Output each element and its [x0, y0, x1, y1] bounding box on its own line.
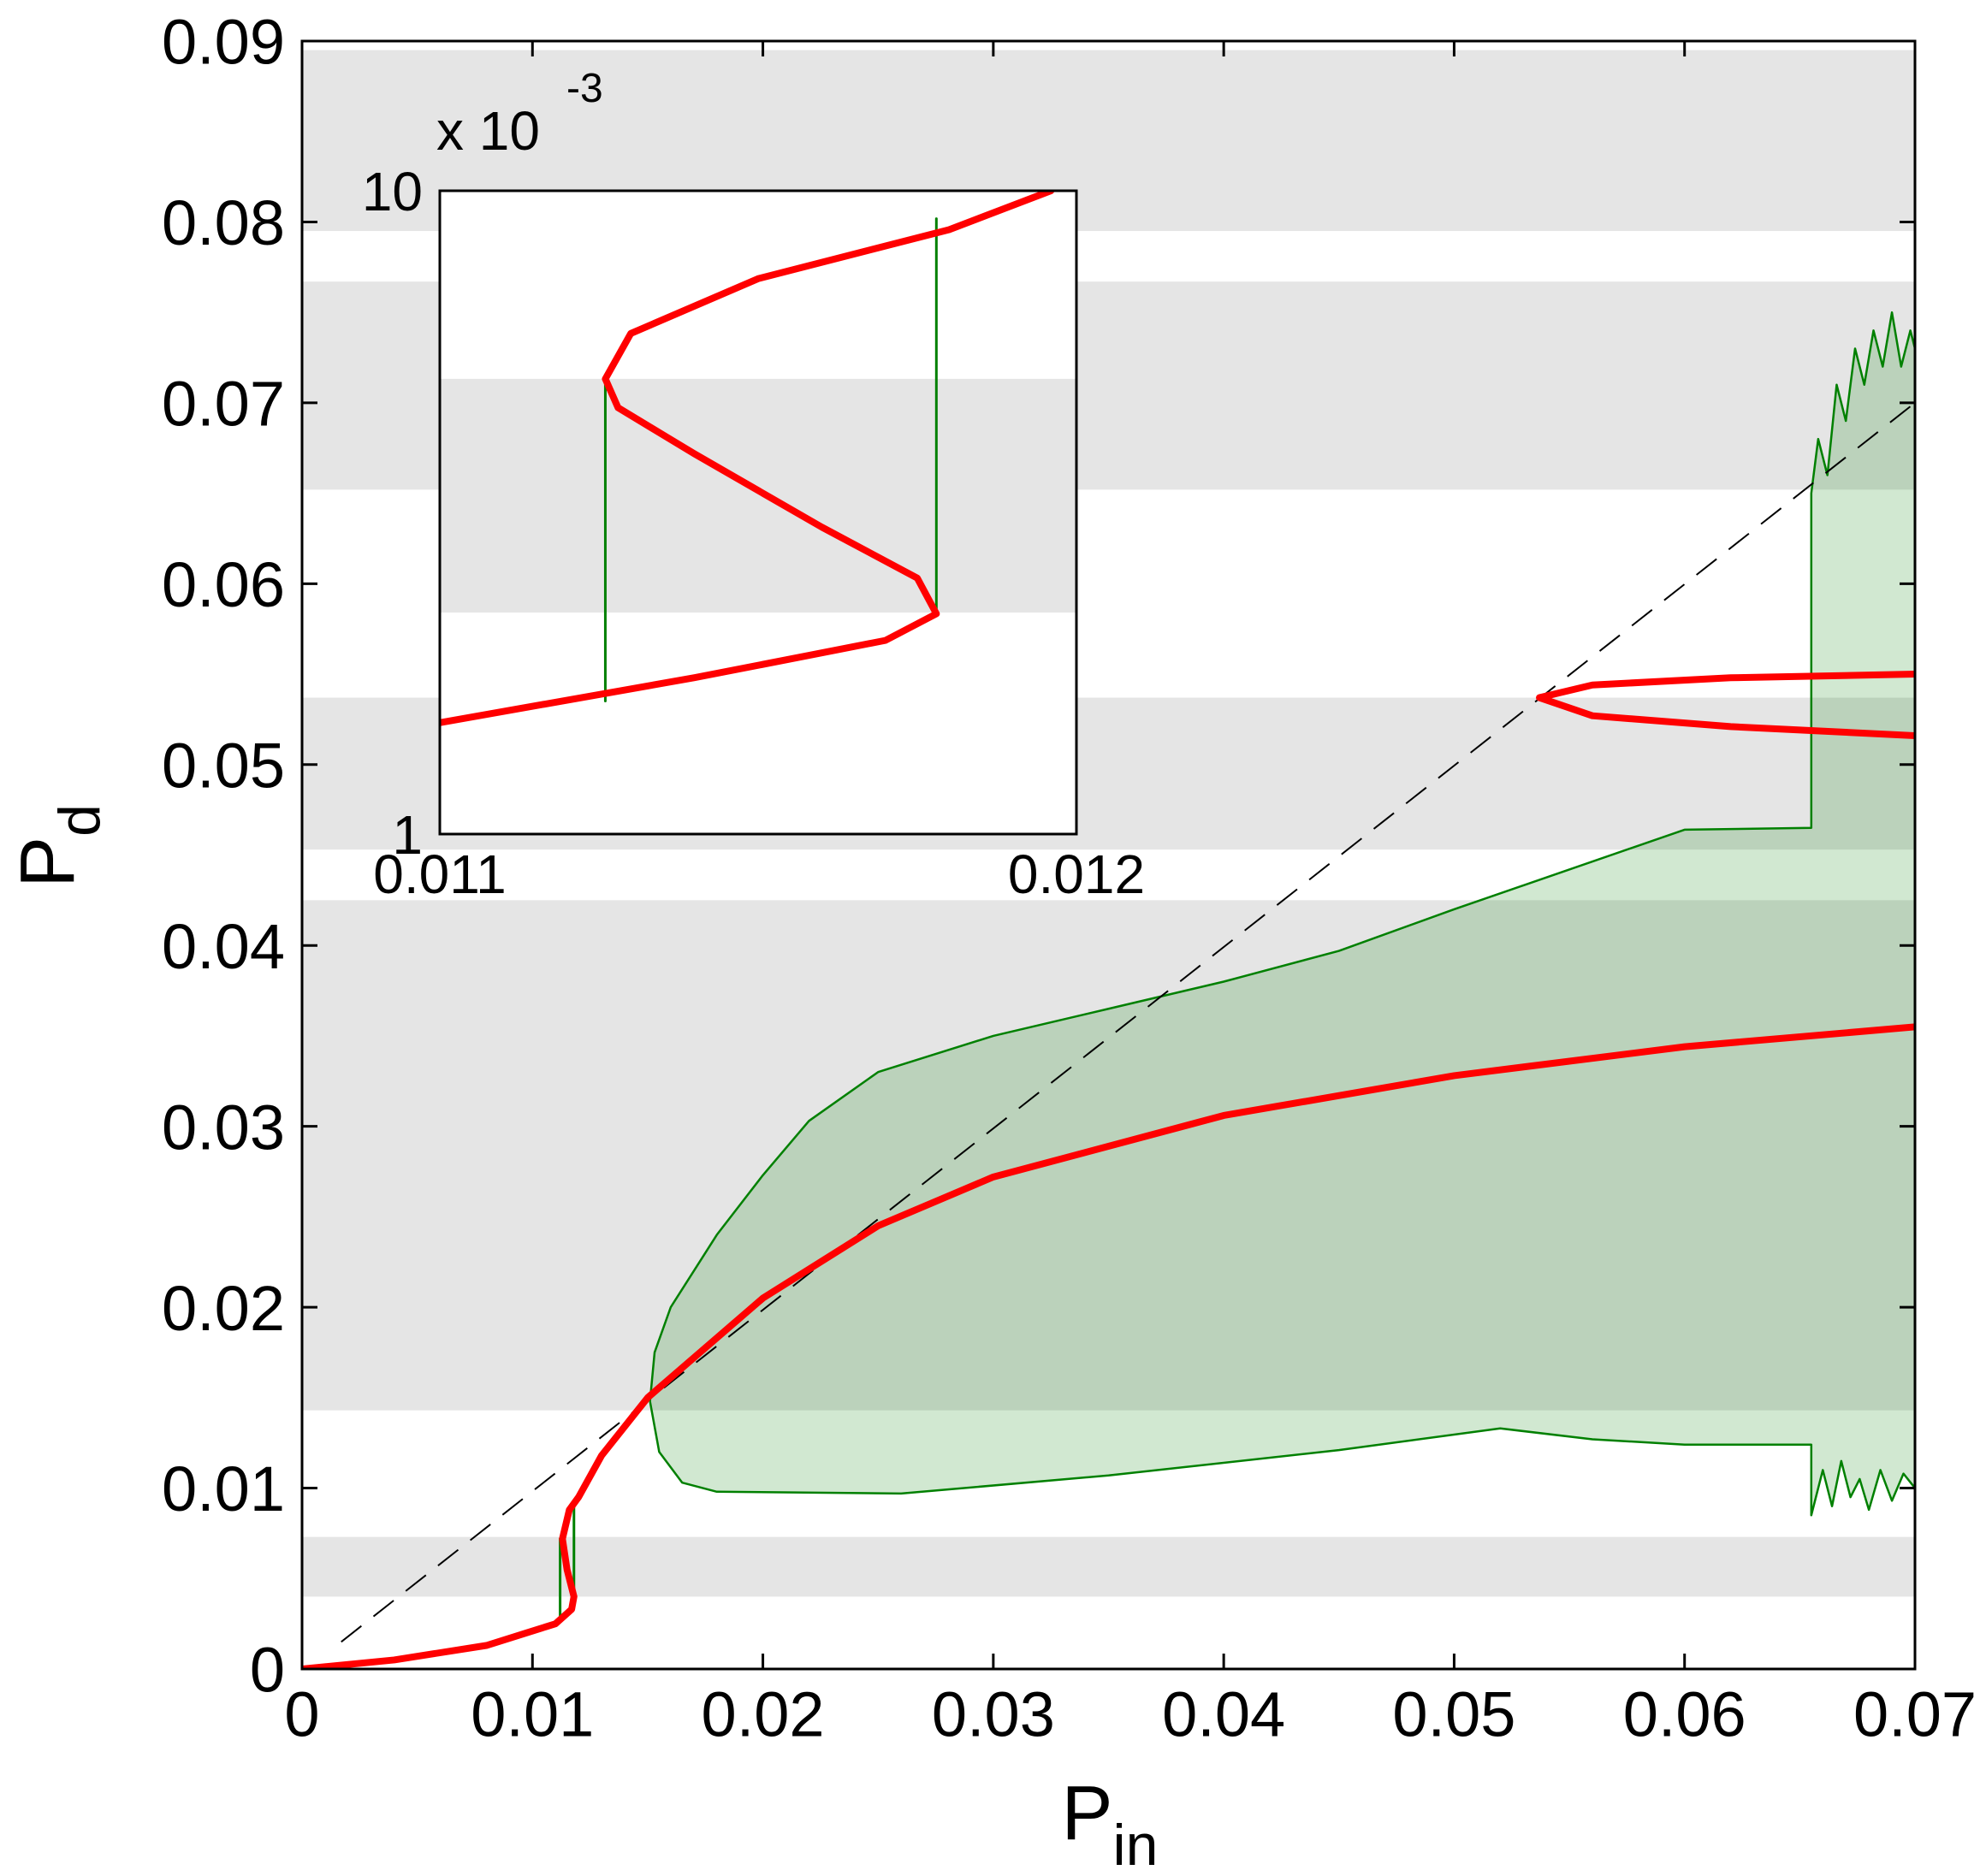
plot-content [302, 50, 1915, 1669]
x-tick-label: 0.04 [1162, 1678, 1285, 1749]
area-edge [649, 311, 1915, 1402]
y-tick-label: 0 [250, 1635, 285, 1706]
y-tick-label: 0.05 [162, 730, 285, 801]
y-tick-label: 1 [392, 804, 423, 866]
area-fill [649, 312, 1915, 1516]
y-multiplier-exponent: -3 [566, 66, 603, 111]
band [440, 378, 1076, 613]
area-edge [649, 1400, 1915, 1517]
y-tick-label: 0.04 [162, 911, 285, 982]
x-tick-label: 0.011 [373, 843, 506, 905]
y-tick-label: 0.09 [162, 7, 285, 78]
x-tick-label: 0.06 [1623, 1678, 1746, 1749]
x-tick-label: 0.03 [932, 1678, 1055, 1749]
x-tick-label: 0.01 [471, 1678, 594, 1749]
x-tick-label: 0.05 [1392, 1678, 1515, 1749]
x-tick-label: 0 [284, 1678, 319, 1749]
x-axis-label: Pin [1062, 1771, 1159, 1876]
y-tick-label: 0.03 [162, 1092, 285, 1163]
y-tick-label: 0.02 [162, 1273, 285, 1344]
y-axis-label-sub: d [47, 804, 112, 837]
band [302, 900, 1915, 1411]
y-tick-label: 0.01 [162, 1453, 285, 1524]
y-tick-label: 0.07 [162, 369, 285, 440]
y-axis-label-main: P [5, 837, 91, 888]
series-line [302, 1023, 1915, 1669]
plot-area: 0.011 0.012 1 10x 10 -3 [362, 66, 1145, 905]
x-axis-label-sub: in [1113, 1813, 1159, 1876]
y-multiplier: x 10 [436, 100, 540, 162]
x-tick-label: 0.07 [1853, 1678, 1977, 1749]
band [302, 1536, 1915, 1597]
x-tick-label: 0.012 [1008, 843, 1145, 905]
y-tick-label: 10 [362, 161, 423, 222]
x-tick-label: 0.02 [702, 1678, 825, 1749]
series-line [341, 402, 1915, 1643]
y-tick-label: 0.08 [162, 187, 285, 258]
x-axis-label-main: P [1062, 1771, 1113, 1856]
y-tick-label: 0.06 [162, 549, 285, 620]
series-line [440, 191, 1055, 726]
plot-frame [300, 39, 1917, 1671]
plot-content [440, 191, 1076, 726]
y-axis-label: Pd [5, 804, 112, 888]
plot-frame [438, 189, 1078, 836]
plot-area: 0 0.01 0.02 0.03 0.04 0.05 0.06 0.07 0 0.01 0.02 0.… [162, 7, 1977, 1750]
series-line [1536, 671, 1915, 739]
